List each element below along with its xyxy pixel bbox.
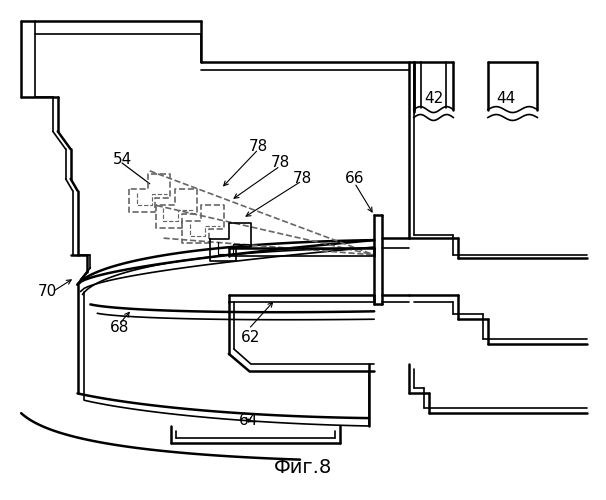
Text: 42: 42 [424, 91, 443, 106]
Text: 68: 68 [109, 320, 128, 334]
Text: 44: 44 [496, 91, 515, 106]
Text: 64: 64 [239, 412, 258, 428]
Text: 78: 78 [249, 138, 268, 154]
Text: 54: 54 [112, 152, 132, 166]
Text: 66: 66 [345, 172, 364, 186]
Text: 62: 62 [241, 330, 260, 344]
Text: 78: 78 [292, 172, 311, 186]
Text: 70: 70 [38, 284, 58, 299]
Text: 78: 78 [271, 156, 290, 170]
Text: Фиг.8: Фиг.8 [274, 458, 332, 477]
